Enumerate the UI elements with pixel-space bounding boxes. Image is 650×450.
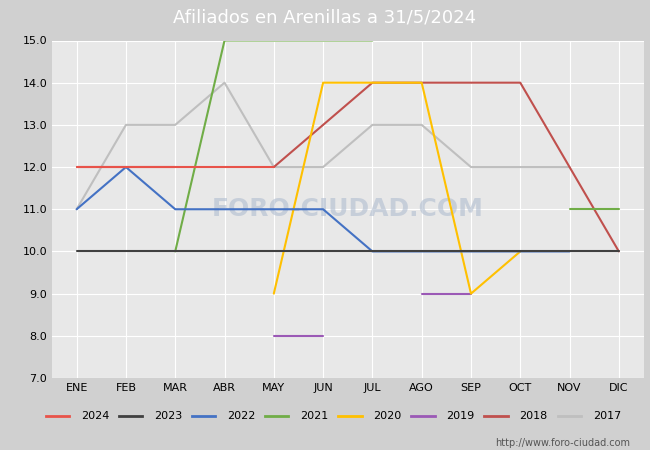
Text: Afiliados en Arenillas a 31/5/2024: Afiliados en Arenillas a 31/5/2024 xyxy=(174,9,476,27)
Text: 2020: 2020 xyxy=(373,411,402,421)
Text: 2018: 2018 xyxy=(519,411,548,421)
Text: 2017: 2017 xyxy=(593,411,621,421)
Text: 2022: 2022 xyxy=(227,411,255,421)
Text: FORO-CIUDAD.COM: FORO-CIUDAD.COM xyxy=(212,197,484,221)
Text: 2023: 2023 xyxy=(154,411,182,421)
Text: 2021: 2021 xyxy=(300,411,328,421)
Text: 2019: 2019 xyxy=(447,411,474,421)
Text: http://www.foro-ciudad.com: http://www.foro-ciudad.com xyxy=(495,438,630,448)
Text: 2024: 2024 xyxy=(81,411,109,421)
